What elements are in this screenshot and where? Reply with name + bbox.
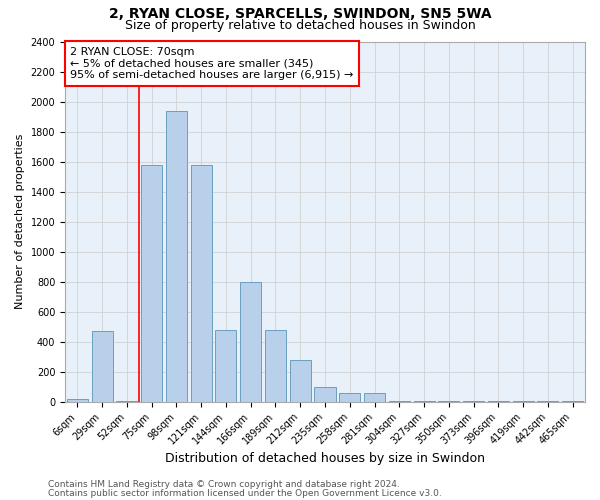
Text: 2, RYAN CLOSE, SPARCELLS, SWINDON, SN5 5WA: 2, RYAN CLOSE, SPARCELLS, SWINDON, SN5 5… [109,8,491,22]
Bar [314,387,335,402]
Bar [538,401,559,402]
Bar [290,360,311,402]
Text: Contains public sector information licensed under the Open Government Licence v3: Contains public sector information licen… [48,488,442,498]
Bar [562,401,583,402]
Bar [488,401,509,402]
Bar [92,331,113,402]
Bar [215,330,236,402]
Bar [191,164,212,402]
Bar [141,164,162,402]
Bar [438,401,460,402]
Text: Contains HM Land Registry data © Crown copyright and database right 2024.: Contains HM Land Registry data © Crown c… [48,480,400,489]
Y-axis label: Number of detached properties: Number of detached properties [15,134,25,310]
Bar [67,399,88,402]
Bar [116,401,137,402]
Bar [512,401,533,402]
Text: Size of property relative to detached houses in Swindon: Size of property relative to detached ho… [125,18,475,32]
Bar [413,401,434,402]
X-axis label: Distribution of detached houses by size in Swindon: Distribution of detached houses by size … [165,452,485,465]
Bar [364,393,385,402]
Bar [389,401,410,402]
Text: 2 RYAN CLOSE: 70sqm
← 5% of detached houses are smaller (345)
95% of semi-detach: 2 RYAN CLOSE: 70sqm ← 5% of detached hou… [70,47,353,80]
Bar [166,110,187,402]
Bar [240,282,261,402]
Bar [463,401,484,402]
Bar [339,393,360,402]
Bar [265,330,286,402]
